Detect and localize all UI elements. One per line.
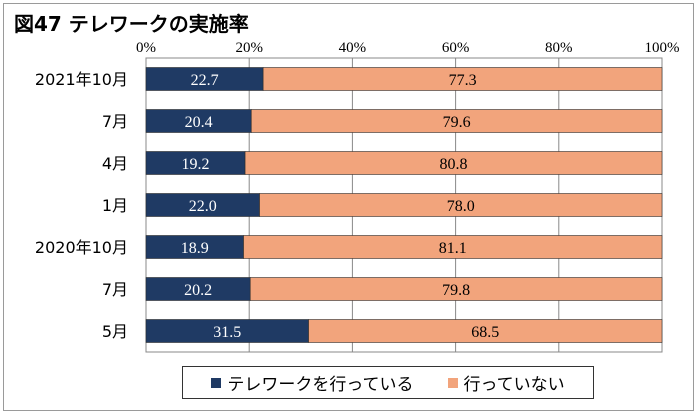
bar-series-2 [259,193,663,217]
category-label: 5月 [102,322,128,341]
data-label-series-1: 19.2 [182,156,210,173]
legend: テレワークを行っている 行っていない [182,366,594,399]
data-label-series-2: 77.3 [449,72,477,89]
data-label-series-2: 79.6 [443,114,471,131]
x-tick-label: 40% [339,40,367,56]
category-label: 1月 [102,196,128,215]
legend-item-series-1: テレワークを行っている [211,370,414,395]
x-tick-label: 60% [442,40,470,56]
data-label-series-1: 20.2 [184,282,212,299]
category-label: 7月 [102,280,128,299]
bar-series-2 [262,67,663,91]
legend-label-series-2: 行っていない [463,375,565,395]
data-label-series-1: 18.9 [181,240,209,257]
data-label-series-2: 81.1 [439,240,467,257]
x-tick-label: 80% [545,40,573,56]
bar-series-2 [250,109,663,133]
x-tick-label: 0% [136,40,156,56]
x-tick-label: 100% [645,40,680,56]
data-label-series-2: 78.0 [447,198,475,215]
data-label-series-2: 79.8 [442,282,470,299]
x-tick-label: 20% [235,40,263,56]
legend-swatch-series-1 [211,377,222,388]
category-label: 2021年10月 [35,70,128,89]
bar-series-2 [249,277,663,301]
category-label: 4月 [102,154,128,173]
legend-label-series-1: テレワークを行っている [227,375,414,395]
legend-item-series-2: 行っていない [447,370,565,395]
chart-title: 図47 テレワークの実施率 [14,12,249,36]
category-label: 2020年10月 [35,238,128,257]
data-label-series-1: 22.7 [191,72,219,89]
data-label-series-1: 22.0 [189,198,217,215]
bar-series-2 [308,319,663,343]
data-label-series-1: 31.5 [213,324,241,341]
legend-swatch-series-2 [447,377,458,388]
bar-series-2 [244,151,663,175]
data-label-series-2: 68.5 [471,324,499,341]
data-label-series-1: 20.4 [185,114,213,131]
data-label-series-2: 80.8 [440,156,468,173]
bar-series-2 [243,235,663,259]
category-label: 7月 [102,112,128,131]
